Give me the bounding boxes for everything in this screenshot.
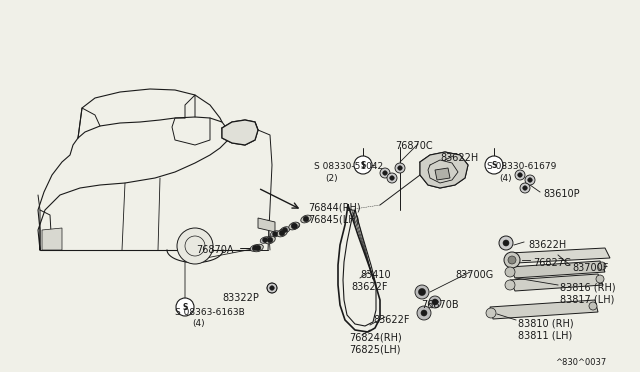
Text: 83816 (RH): 83816 (RH) xyxy=(560,283,616,293)
Text: S 08330-61679: S 08330-61679 xyxy=(487,162,556,171)
Polygon shape xyxy=(510,274,603,291)
Polygon shape xyxy=(510,248,610,263)
Text: S: S xyxy=(360,160,365,170)
Circle shape xyxy=(273,231,278,237)
Circle shape xyxy=(518,173,522,177)
Text: 83610P: 83610P xyxy=(543,189,580,199)
Circle shape xyxy=(505,267,515,277)
Circle shape xyxy=(520,183,530,193)
Circle shape xyxy=(417,306,431,320)
Circle shape xyxy=(279,230,285,236)
Circle shape xyxy=(429,296,441,308)
Circle shape xyxy=(503,240,509,246)
Circle shape xyxy=(589,302,597,310)
Polygon shape xyxy=(420,152,468,188)
Text: 83700G: 83700G xyxy=(455,270,493,280)
Ellipse shape xyxy=(260,237,270,243)
Text: 83700F: 83700F xyxy=(572,263,609,273)
Text: 83817 (LH): 83817 (LH) xyxy=(560,295,614,305)
Text: (2): (2) xyxy=(325,174,338,183)
Text: 83622F: 83622F xyxy=(373,315,410,325)
Text: S 08363-6163B: S 08363-6163B xyxy=(175,308,244,317)
Circle shape xyxy=(269,286,275,290)
Circle shape xyxy=(292,224,298,228)
Ellipse shape xyxy=(301,215,311,223)
Circle shape xyxy=(395,163,405,173)
Circle shape xyxy=(177,228,213,264)
Text: 83811 (LH): 83811 (LH) xyxy=(518,330,572,340)
Text: 76870B: 76870B xyxy=(421,300,459,310)
Circle shape xyxy=(354,156,372,174)
Text: 83622H: 83622H xyxy=(528,240,566,250)
Text: S: S xyxy=(182,302,188,311)
Circle shape xyxy=(499,236,513,250)
Polygon shape xyxy=(222,120,258,145)
Circle shape xyxy=(303,216,309,222)
Text: 76825(LH): 76825(LH) xyxy=(349,345,401,355)
Circle shape xyxy=(504,252,520,268)
Circle shape xyxy=(397,166,403,170)
Circle shape xyxy=(528,178,532,182)
Circle shape xyxy=(486,308,496,318)
Text: S: S xyxy=(492,160,497,170)
Ellipse shape xyxy=(276,229,287,237)
Circle shape xyxy=(380,168,390,178)
Ellipse shape xyxy=(289,222,300,230)
Circle shape xyxy=(387,173,397,183)
Polygon shape xyxy=(42,228,62,250)
Circle shape xyxy=(596,275,604,283)
Circle shape xyxy=(515,170,525,180)
Text: 76844(RH): 76844(RH) xyxy=(308,203,360,213)
Circle shape xyxy=(432,299,438,305)
Ellipse shape xyxy=(290,223,300,229)
Circle shape xyxy=(525,175,535,185)
Text: (4): (4) xyxy=(192,319,205,328)
Polygon shape xyxy=(510,261,605,278)
Text: 76824(RH): 76824(RH) xyxy=(349,333,402,343)
Text: 83810 (RH): 83810 (RH) xyxy=(518,318,573,328)
Text: 83622F: 83622F xyxy=(351,282,387,292)
Text: 83622H: 83622H xyxy=(440,153,478,163)
Text: 83410: 83410 xyxy=(360,270,390,280)
Ellipse shape xyxy=(280,227,290,233)
Circle shape xyxy=(505,280,515,290)
Circle shape xyxy=(508,256,516,264)
Text: 76870C: 76870C xyxy=(395,141,433,151)
Ellipse shape xyxy=(265,236,275,244)
Circle shape xyxy=(268,237,273,243)
Circle shape xyxy=(176,298,194,316)
Text: S 08330-51042: S 08330-51042 xyxy=(314,162,383,171)
Circle shape xyxy=(485,156,503,174)
Circle shape xyxy=(282,228,287,232)
Circle shape xyxy=(415,285,429,299)
Circle shape xyxy=(421,310,427,316)
Ellipse shape xyxy=(250,245,260,251)
Ellipse shape xyxy=(270,231,280,237)
Circle shape xyxy=(419,289,426,295)
Circle shape xyxy=(598,262,606,270)
Polygon shape xyxy=(490,300,598,319)
Text: ^830^0037: ^830^0037 xyxy=(555,358,606,367)
Circle shape xyxy=(383,171,387,175)
Text: 83322P: 83322P xyxy=(222,293,259,303)
Text: (4): (4) xyxy=(499,174,511,183)
Circle shape xyxy=(390,176,394,180)
Polygon shape xyxy=(258,218,275,232)
Circle shape xyxy=(267,283,277,293)
Ellipse shape xyxy=(253,244,263,252)
Circle shape xyxy=(523,186,527,190)
Circle shape xyxy=(262,237,268,243)
Circle shape xyxy=(253,246,257,250)
Text: 76870A: 76870A xyxy=(196,245,234,255)
Circle shape xyxy=(291,223,297,229)
Text: 76827C: 76827C xyxy=(533,258,571,268)
Text: 76845(LH): 76845(LH) xyxy=(308,214,360,224)
Circle shape xyxy=(255,245,261,251)
Polygon shape xyxy=(435,168,450,180)
